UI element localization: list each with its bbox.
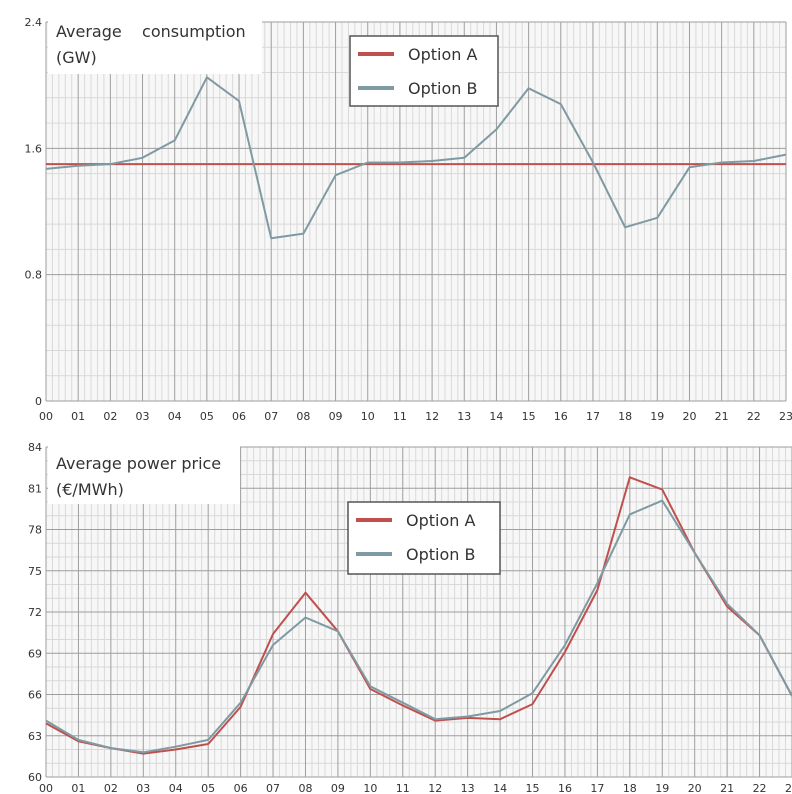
x-tick-label: 15 [522, 410, 536, 423]
y-tick-label: 60 [28, 771, 42, 784]
legend-label: Option B [408, 79, 477, 98]
price-chart-panel: 60 63 66 69 72 75 78 81 84 00 01 02 03 04 05 06 07 08 09 10… [0, 432, 792, 794]
x-tick-label: 09 [331, 782, 345, 794]
x-tick-label: 13 [461, 782, 475, 794]
x-tick-label: 02 [103, 410, 117, 423]
x-tick-label: 04 [168, 410, 182, 423]
x-tick-label: 18 [623, 782, 637, 794]
x-tick-label: 12 [425, 410, 439, 423]
y-tick-label: 69 [28, 647, 42, 660]
x-tick-label: 21 [720, 782, 734, 794]
x-tick-label: 20 [688, 782, 702, 794]
x-tick-label: 05 [201, 782, 215, 794]
legend-label: Option A [406, 511, 475, 530]
x-tick-label: 07 [266, 782, 280, 794]
x-tick-label: 06 [232, 410, 246, 423]
x-tick-label: 00 [39, 782, 53, 794]
x-tick-label: 07 [264, 410, 278, 423]
chart-title-line1: Average consumption [56, 22, 246, 41]
legend-box [349, 35, 499, 107]
chart-title-box [48, 444, 240, 504]
y-tick-label: 2.4 [25, 16, 43, 29]
x-tick-label: 01 [71, 410, 85, 423]
x-tick-label: 21 [715, 410, 729, 423]
series-line-option-b [45, 76, 787, 240]
x-tick-label: 13 [457, 410, 471, 423]
x-tick-label: 22 [747, 410, 761, 423]
legend-label: Option A [408, 45, 477, 64]
series-line-option-a [45, 476, 792, 755]
x-tick-label: 22 [753, 782, 767, 794]
y-tick-label: 81 [28, 482, 42, 495]
series-line-option-b [45, 499, 792, 754]
x-tick-label: 17 [590, 782, 604, 794]
x-tick-label: 08 [298, 782, 312, 794]
x-tick-label: 16 [554, 410, 568, 423]
x-tick-label: 23 [779, 410, 792, 423]
consumption-chart: 0 0.8 1.6 2.4 00 01 02 03 04 05 06 07 08 09 10 11 12 13 14… [24, 12, 792, 423]
x-tick-label: 18 [618, 410, 632, 423]
x-tick-label: 01 [71, 782, 85, 794]
x-tick-label: 10 [361, 410, 375, 423]
chart-title-box [48, 12, 262, 74]
y-tick-label: 75 [28, 565, 42, 578]
x-tick-label: 14 [489, 410, 503, 423]
y-tick-label: 63 [28, 730, 42, 743]
x-tick-label: 11 [396, 782, 410, 794]
x-tick-label: 14 [493, 782, 507, 794]
x-tick-label: 09 [329, 410, 343, 423]
y-tick-label: 0 [35, 395, 42, 408]
chart-title-line2: (GW) [56, 48, 97, 67]
consumption-chart-panel: 0 0.8 1.6 2.4 00 01 02 03 04 05 06 07 08 09 10 11 12 13 14… [24, 12, 792, 423]
price-chart: 60 63 66 69 72 75 78 81 84 00 01 02 03 04 05 06 07 08 09 10… [28, 441, 792, 794]
x-tick-label: 19 [655, 782, 669, 794]
legend: Option A Option B [347, 501, 501, 575]
x-tick-label: 02 [104, 782, 118, 794]
x-tick-label: 03 [136, 782, 150, 794]
y-tick-label: 0.8 [25, 269, 43, 282]
x-tick-label: 17 [586, 410, 600, 423]
y-tick-label: 84 [28, 441, 42, 454]
y-tick-label: 1.6 [25, 142, 43, 155]
x-tick-label: 16 [558, 782, 572, 794]
x-tick-label: 23 [785, 782, 792, 794]
x-tick-label: 04 [169, 782, 183, 794]
x-tick-label: 00 [39, 410, 53, 423]
x-tick-label: 20 [682, 410, 696, 423]
y-tick-label: 66 [28, 689, 42, 702]
legend-label: Option B [406, 545, 475, 564]
legend-box [347, 501, 501, 575]
y-tick-label: 78 [28, 524, 42, 537]
chart-title-line1: Average power price [56, 454, 221, 473]
y-tick-label: 72 [28, 606, 42, 619]
x-tick-label: 15 [526, 782, 540, 794]
x-tick-label: 05 [200, 410, 214, 423]
chart-title-line2: (€/MWh) [56, 480, 124, 499]
x-tick-label: 08 [296, 410, 310, 423]
x-tick-label: 06 [234, 782, 248, 794]
x-tick-label: 19 [650, 410, 664, 423]
x-tick-label: 03 [136, 410, 150, 423]
x-tick-label: 12 [428, 782, 442, 794]
x-tick-label: 10 [363, 782, 377, 794]
legend: Option A Option B [349, 35, 499, 107]
x-tick-label: 11 [393, 410, 407, 423]
